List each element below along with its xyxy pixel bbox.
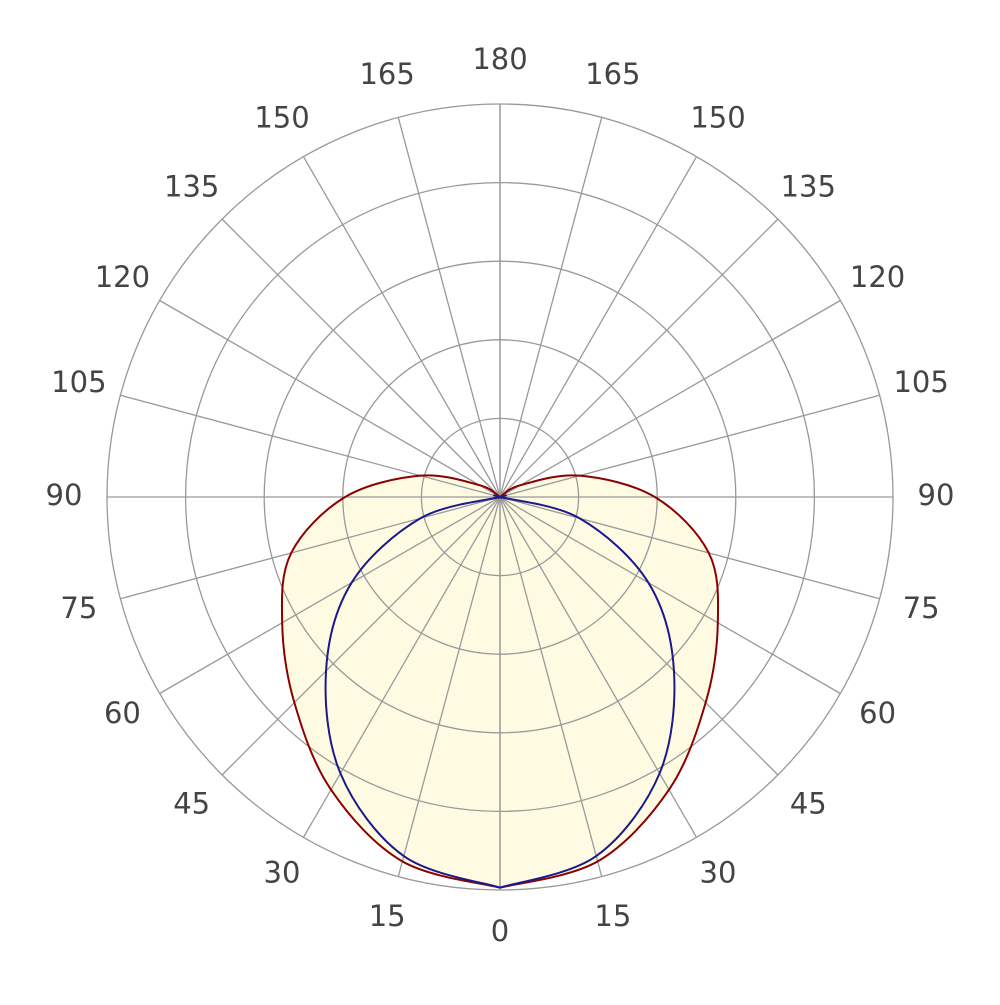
- angle-label: 120: [95, 260, 150, 294]
- angle-label: 30: [700, 856, 737, 890]
- line-layer: [280, 474, 720, 889]
- angle-label: 0: [491, 914, 509, 948]
- grid-spoke: [120, 496, 501, 600]
- angle-label: 75: [903, 591, 940, 625]
- angle-label: 90: [46, 478, 83, 512]
- grid-spoke: [302, 156, 501, 498]
- grid-spoke: [397, 496, 501, 877]
- angle-label: 150: [254, 100, 309, 134]
- angle-label: 120: [850, 260, 905, 294]
- angle-label: 135: [781, 170, 836, 204]
- angle-label: 60: [104, 696, 141, 730]
- angle-label: 165: [585, 57, 640, 91]
- grid-spoke: [499, 117, 603, 498]
- angle-label: 180: [472, 42, 527, 76]
- grid-spoke: [302, 496, 501, 838]
- angle-label: 75: [60, 591, 97, 625]
- angle-label: 150: [690, 100, 745, 134]
- grid-layer: [106, 103, 894, 891]
- grid-spoke: [499, 496, 841, 695]
- angle-label: 45: [790, 786, 827, 820]
- angle-label: 90: [918, 478, 955, 512]
- curve: [324, 494, 507, 889]
- angle-label: 15: [369, 899, 406, 933]
- grid-spoke: [499, 496, 603, 877]
- grid-spoke: [221, 496, 501, 776]
- angle-label: 60: [859, 696, 896, 730]
- angle-label: 30: [264, 856, 301, 890]
- grid-spoke: [397, 117, 501, 498]
- grid-spoke: [499, 496, 698, 838]
- angle-label: 45: [173, 786, 210, 820]
- grid-spoke: [221, 218, 501, 498]
- grid-spoke: [159, 496, 501, 695]
- grid-spoke: [499, 156, 698, 498]
- grid-spoke: [499, 299, 841, 498]
- grid-spoke: [159, 299, 501, 498]
- angle-label: 15: [594, 899, 631, 933]
- label-layer: 0 15 15 30 30 45 45 60 60 75 75 90 90 105 105 120 120 135…: [46, 42, 955, 948]
- grid-spoke: [120, 394, 501, 498]
- angle-label: 105: [51, 365, 106, 399]
- angle-label: 135: [164, 170, 219, 204]
- grid-spoke: [499, 218, 779, 498]
- angle-label: 165: [359, 57, 414, 91]
- grid-spoke: [499, 496, 779, 776]
- angle-label: 105: [893, 365, 948, 399]
- grid-spoke: [499, 496, 880, 600]
- grid-spoke: [499, 394, 880, 498]
